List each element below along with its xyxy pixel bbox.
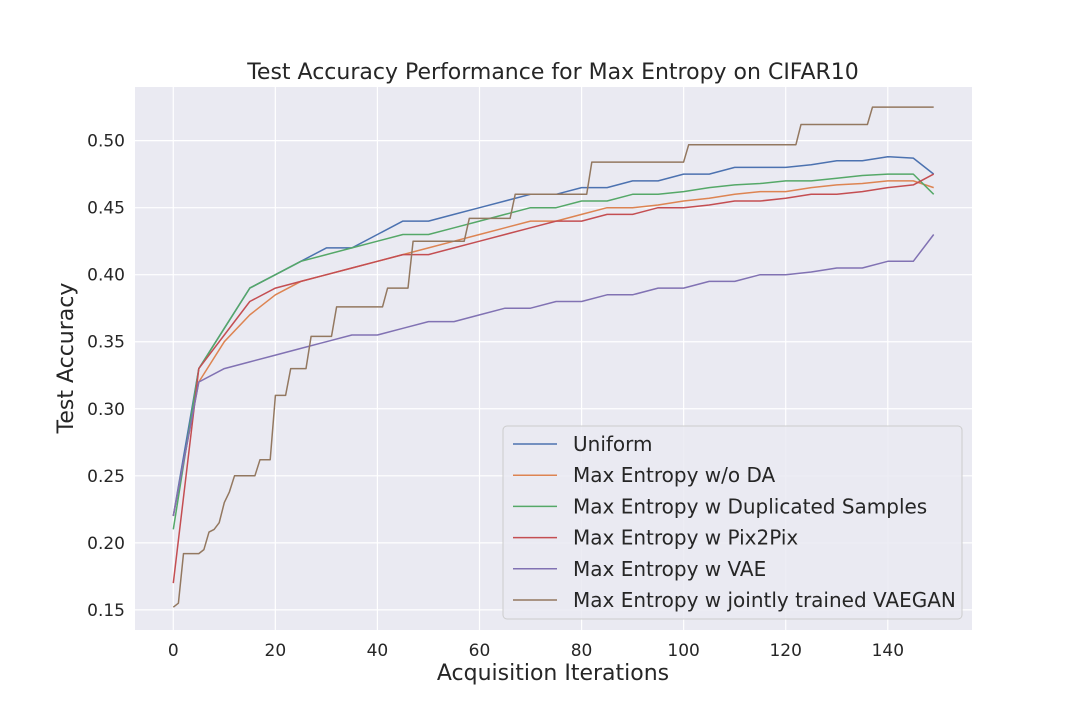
tick-labels: 0 20 40 60 80 100 120 140 0.15 0.20 0.25 0.30 0.35 0.… [87,132,904,661]
legend-label: Max Entropy w/o DA [573,463,776,487]
x-tick-label: 20 [265,641,287,661]
y-tick-label: 0.45 [87,199,125,219]
x-tick-label: 120 [769,641,801,661]
x-tick-label: 60 [469,641,491,661]
y-tick-label: 0.30 [87,400,125,420]
legend-box [502,425,963,620]
y-tick-label: 0.15 [87,601,125,621]
legend-label: Max Entropy w Duplicated Samples [573,494,927,518]
x-axis-label: Acquisition Iterations [437,661,669,686]
series-group [172,106,935,608]
legend-label: Uniform [573,432,653,456]
series-line-6 [172,106,934,608]
legend-label: Max Entropy w Pix2Pix [573,526,798,550]
legend: Uniform Max Entropy w/o DA Max Entropy w D… [502,425,963,620]
y-tick-label: 0.25 [87,467,125,487]
x-tick-label: 80 [571,641,593,661]
y-axis-label: Test Accuracy [54,283,79,435]
series-line-3 [172,173,935,530]
y-tick-label: 0.40 [87,266,125,286]
y-tick-label: 0.50 [87,132,125,152]
y-tick-label: 0.35 [87,333,125,353]
series-line-4 [172,173,935,584]
legend-label: Max Entropy w jointly trained VAEGAN [573,588,956,612]
x-tick-label: 100 [667,641,699,661]
x-tick-label: 0 [168,641,179,661]
x-tick-label: 40 [367,641,389,661]
y-tick-label: 0.20 [87,534,125,554]
x-tick-label: 140 [872,641,904,661]
series-line-5 [172,234,935,517]
legend-label: Max Entropy w VAE [573,557,766,581]
chart-title: Test Accuracy Performance for Max Entrop… [246,60,859,85]
